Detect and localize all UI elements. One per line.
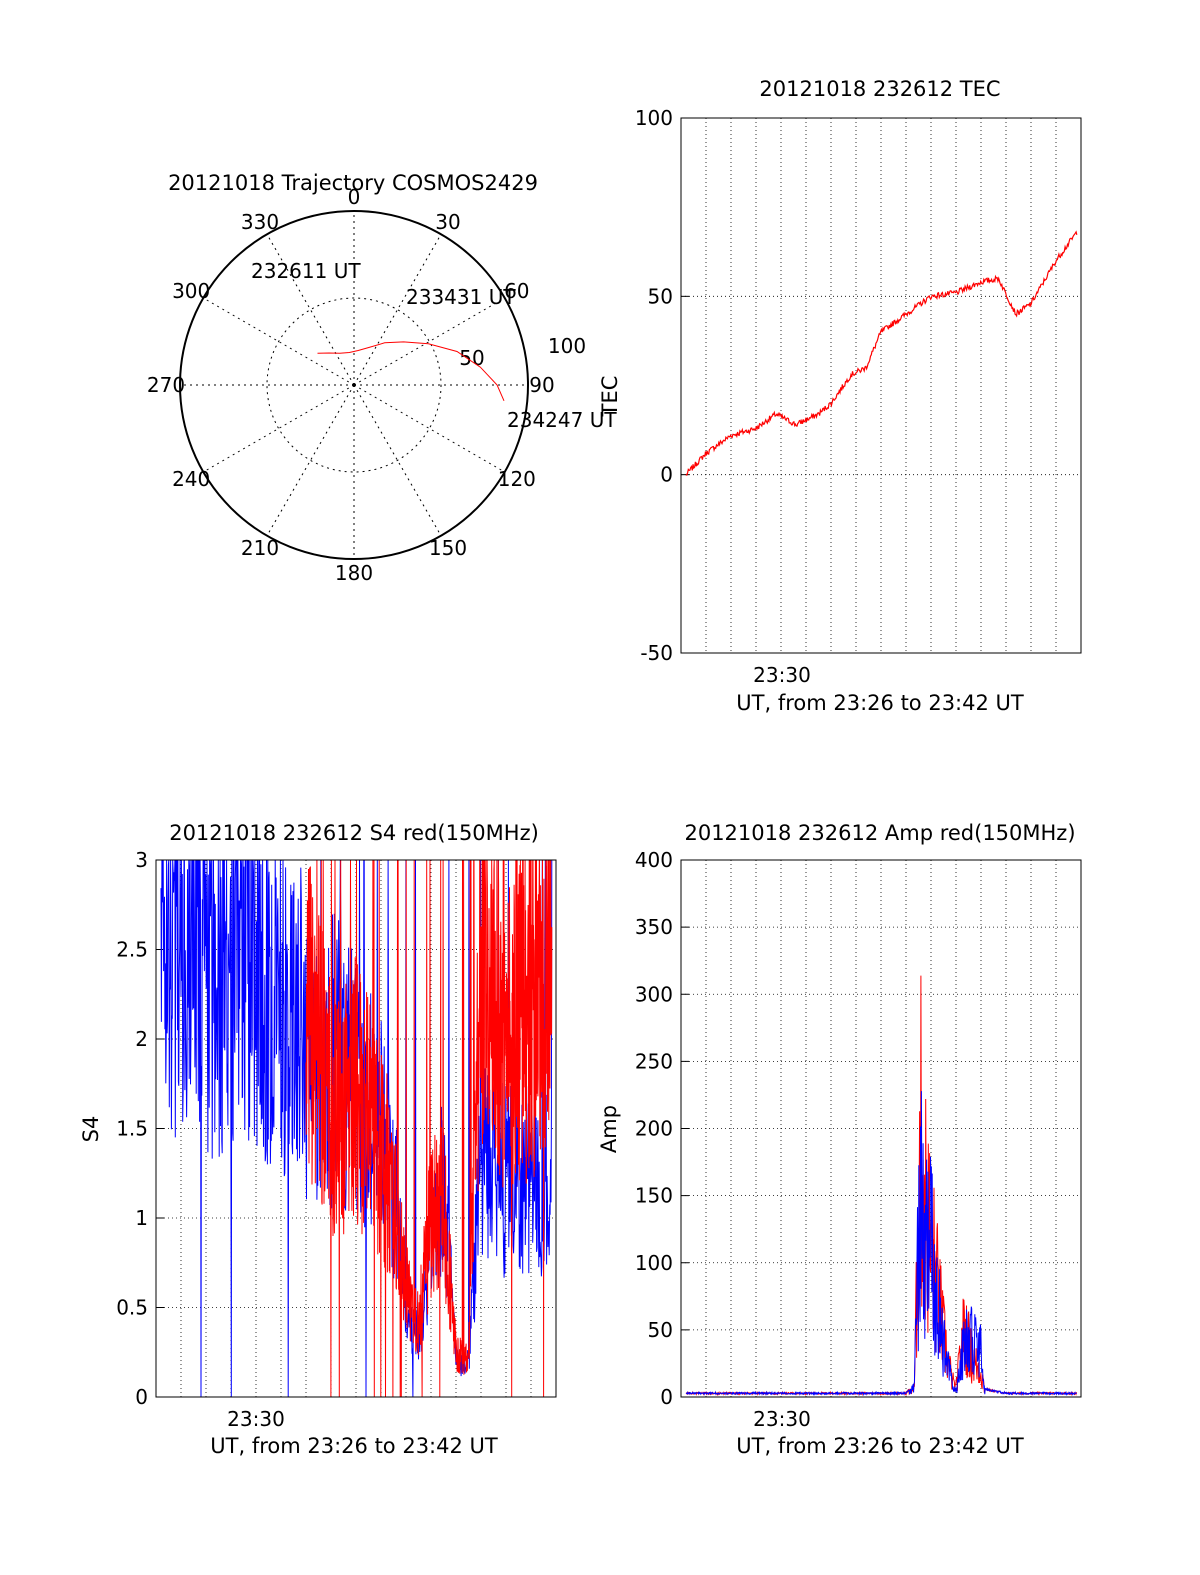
polar-annotation-end: 234247 UT <box>507 408 617 432</box>
s4-ytick-label: 0.5 <box>116 1296 148 1320</box>
amp-ytick-label: 0 <box>660 1385 673 1409</box>
amp-series <box>685 975 1078 1397</box>
amp-x-tick-label: 23:30 <box>753 1407 811 1431</box>
polar-annotation-start: 232611 UT <box>251 259 361 283</box>
polar-spoke <box>353 384 442 536</box>
polar-azimuth-label: 30 <box>435 210 460 234</box>
series-line-red <box>685 975 1078 1397</box>
s4-ytick-label: 2 <box>135 1027 148 1051</box>
amp-y-tick-labels: 400 350 300 250 200 150 100 50 0 <box>635 848 673 1409</box>
amp-ytick-label: 100 <box>635 1251 673 1275</box>
tec-ytick-label: 50 <box>648 284 673 308</box>
polar-spoke <box>266 234 355 386</box>
polar-spoke <box>266 384 355 536</box>
tec-ytick-label: -50 <box>640 641 673 665</box>
amp-axes-frame <box>680 859 1082 1398</box>
amp-ytick-label: 350 <box>635 915 673 939</box>
amp-x-label: UT, from 23:26 to 23:42 UT <box>736 1434 1024 1458</box>
amp-ytick-label: 250 <box>635 1049 673 1073</box>
amp-y-label: Amp <box>597 1105 621 1153</box>
s4-ytick-label: 3 <box>135 848 148 872</box>
polar-azimuth-label: 270 <box>147 373 185 397</box>
tec-axes-frame <box>680 117 1082 654</box>
s4-y-label: S4 <box>79 1116 103 1143</box>
polar-annotation-mid: 233431 UT <box>406 285 516 309</box>
s4-ytick-label: 0 <box>135 1385 148 1409</box>
polar-azimuth-label: 60 <box>504 279 529 303</box>
polar-spoke <box>203 384 355 473</box>
s4-series <box>160 859 553 1398</box>
polar-title: 20121018 Trajectory COSMOS2429 <box>168 171 538 195</box>
polar-azimuth-label: 150 <box>429 536 467 560</box>
tec-ytick-label: 100 <box>635 106 673 130</box>
polar-grid <box>179 210 529 560</box>
series-line-blue <box>685 1091 1077 1397</box>
polar-azimuth-label: 330 <box>241 210 279 234</box>
s4-panel: 20121018 232612 S4 red(150MHz) 3 2.5 2 1.5 1… <box>79 821 557 1458</box>
polar-azimuth-label: 240 <box>172 467 210 491</box>
polar-spoke <box>203 297 355 386</box>
amp-grid <box>681 859 1081 1398</box>
polar-outer-circle <box>179 210 529 560</box>
s4-title: 20121018 232612 S4 red(150MHz) <box>169 821 539 845</box>
s4-x-tick-label: 23:30 <box>227 1407 285 1431</box>
polar-azimuth-label: 300 <box>172 279 210 303</box>
polar-azimuth-label: 120 <box>498 467 536 491</box>
tec-y-tick-labels: 100 50 0 -50 <box>635 106 673 665</box>
amp-ytick-label: 300 <box>635 982 673 1006</box>
amp-title: 20121018 232612 Amp red(150MHz) <box>684 821 1075 845</box>
s4-y-tick-labels: 3 2.5 2 1.5 1 0.5 0 <box>116 848 148 1409</box>
series-line-red <box>305 859 553 1398</box>
tec-title: 20121018 232612 TEC <box>759 77 1000 101</box>
polar-radial-label-100: 100 <box>548 334 586 358</box>
tec-grid <box>681 117 1081 654</box>
polar-panel: 20121018 Trajectory COSMOS2429 0 30 60 90 12… <box>147 171 617 585</box>
tec-x-label: UT, from 23:26 to 23:42 UT <box>736 691 1024 715</box>
tec-ytick-label: 0 <box>660 463 673 487</box>
s4-ytick-label: 2.5 <box>116 938 148 962</box>
amp-ytick-label: 200 <box>635 1117 673 1141</box>
polar-spoke <box>353 384 505 473</box>
amp-ytick-label: 50 <box>648 1318 673 1342</box>
s4-x-label: UT, from 23:26 to 23:42 UT <box>210 1434 498 1458</box>
polar-azimuth-label: 90 <box>529 373 554 397</box>
amp-ytick-label: 150 <box>635 1184 673 1208</box>
polar-azimuth-label: 210 <box>241 536 279 560</box>
polar-azimuth-label: 180 <box>335 561 373 585</box>
polar-trajectory-line <box>317 341 505 402</box>
polar-radial-label-50: 50 <box>459 346 484 370</box>
polar-azimuth-label: 0 <box>348 185 361 209</box>
polar-inner-circle <box>266 297 442 473</box>
s4-axes-frame <box>155 859 557 1398</box>
amp-ytick-label: 400 <box>635 848 673 872</box>
tec-y-label: TEC <box>598 376 622 418</box>
s4-ytick-label: 1.5 <box>116 1117 148 1141</box>
amp-panel: 20121018 232612 Amp red(150MHz) 400 350 30… <box>597 821 1082 1458</box>
tec-panel: 20121018 232612 TEC 100 50 0 -50 23:30 UT, … <box>598 77 1082 715</box>
polar-spoke <box>353 297 505 386</box>
tec-series-line <box>685 230 1078 477</box>
polar-spoke <box>353 234 442 386</box>
tec-x-tick-label: 23:30 <box>753 663 811 687</box>
s4-ytick-label: 1 <box>135 1206 148 1230</box>
polar-azimuth-labels: 0 30 60 90 120 150 180 210 240 270 300 330 <box>147 185 555 585</box>
